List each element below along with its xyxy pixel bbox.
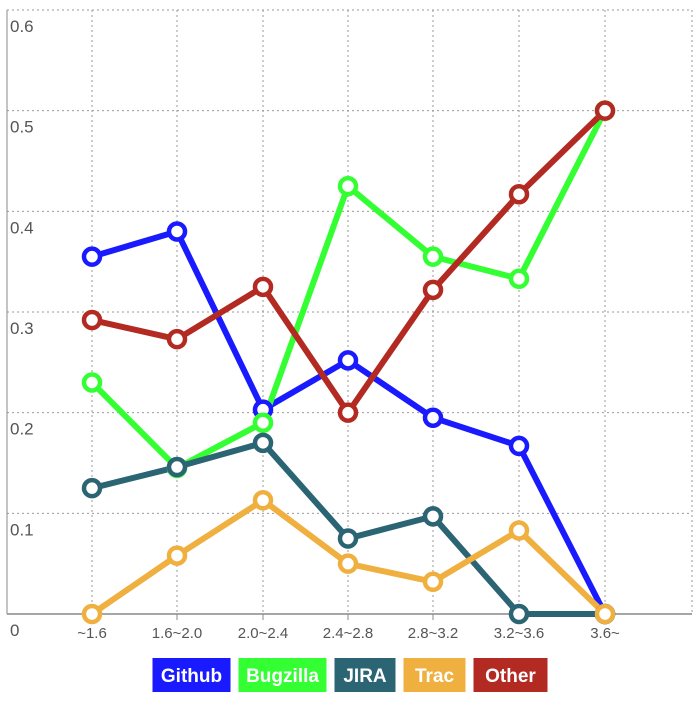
legend-label: Trac bbox=[415, 666, 455, 687]
data-point-trac bbox=[508, 520, 530, 541]
y-tick-label: 0.3 bbox=[10, 319, 34, 338]
legend-label: Bugzilla bbox=[246, 666, 319, 687]
legend-swatch bbox=[238, 658, 327, 692]
x-tick-label: 2.0~2.4 bbox=[238, 625, 288, 642]
data-point-trac bbox=[81, 603, 103, 625]
data-point-jira bbox=[422, 506, 444, 527]
series-points bbox=[81, 100, 616, 625]
y-tick-label: 0.2 bbox=[10, 420, 34, 439]
y-tick-label: 0.1 bbox=[10, 520, 34, 539]
y-tick-label: 0.6 bbox=[10, 17, 34, 36]
legend-swatch bbox=[152, 658, 231, 692]
data-point-bugzilla bbox=[337, 175, 359, 197]
legend-label: Other bbox=[485, 666, 536, 687]
data-point-trac bbox=[594, 603, 616, 625]
data-point-bugzilla bbox=[422, 246, 444, 267]
x-tick-label: ~1.6 bbox=[77, 625, 107, 642]
y-tick-label: 0.5 bbox=[10, 118, 34, 137]
data-point-other bbox=[422, 279, 444, 301]
y-tick-label: 0 bbox=[10, 621, 19, 640]
data-point-jira bbox=[81, 477, 103, 499]
data-point-github bbox=[81, 246, 103, 267]
data-point-jira bbox=[337, 528, 359, 549]
data-point-github bbox=[422, 407, 444, 428]
x-tick-label: 1.6~2.0 bbox=[152, 625, 202, 642]
data-point-trac bbox=[422, 571, 444, 593]
grid bbox=[7, 9, 693, 614]
legend-item-other: Other bbox=[473, 658, 548, 692]
data-point-github bbox=[337, 350, 359, 371]
data-point-other bbox=[508, 183, 530, 205]
legend-item-jira: JIRA bbox=[334, 658, 396, 692]
data-point-other bbox=[594, 100, 616, 121]
data-point-other bbox=[252, 276, 274, 298]
data-point-bugzilla bbox=[81, 372, 103, 393]
legend-swatch bbox=[334, 658, 396, 692]
legend-item-trac: Trac bbox=[403, 658, 466, 692]
x-tick-label: 2.8~3.2 bbox=[408, 625, 458, 642]
data-point-bugzilla bbox=[508, 268, 530, 290]
data-point-trac bbox=[337, 553, 359, 574]
data-point-other bbox=[337, 402, 359, 423]
data-point-other bbox=[166, 328, 188, 350]
data-point-github bbox=[508, 435, 530, 457]
y-tick-labels: 0 0.1 0.2 0.3 0.4 0.5 0.6 bbox=[10, 17, 34, 640]
data-point-jira bbox=[508, 603, 530, 625]
legend-item-bugzilla: Bugzilla bbox=[238, 658, 327, 692]
data-point-trac bbox=[252, 489, 274, 511]
x-tick-label: 2.4~2.8 bbox=[323, 625, 373, 642]
data-point-jira bbox=[166, 456, 188, 478]
data-point-bugzilla bbox=[252, 412, 274, 433]
legend-swatch bbox=[473, 658, 548, 692]
legend: Github Bugzilla JIRA Trac Other bbox=[152, 658, 548, 692]
data-point-other bbox=[81, 309, 103, 331]
legend-label: Github bbox=[161, 666, 222, 687]
data-point-github bbox=[166, 221, 188, 242]
legend-label: JIRA bbox=[343, 666, 387, 687]
x-tick-labels: ~1.6 1.6~2.0 2.0~2.4 2.4~2.8 2.8~3.2 3.2~3.6 3… bbox=[77, 625, 620, 642]
legend-item-github: Github bbox=[152, 658, 231, 692]
legend-swatch bbox=[403, 658, 466, 692]
data-point-trac bbox=[166, 545, 188, 566]
x-tick-label: 3.6~ bbox=[590, 625, 620, 642]
data-point-jira bbox=[252, 432, 274, 454]
x-tick-label: 3.2~3.6 bbox=[494, 625, 544, 642]
y-tick-label: 0.4 bbox=[10, 218, 34, 237]
